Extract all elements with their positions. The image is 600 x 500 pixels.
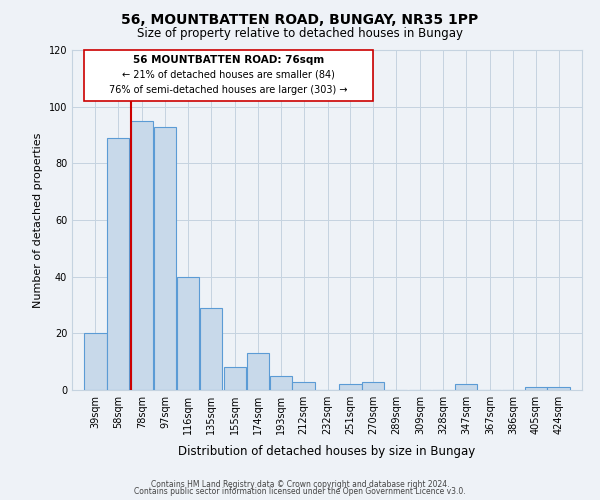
Bar xyxy=(131,121,154,390)
Text: 76% of semi-detached houses are larger (303) →: 76% of semi-detached houses are larger (… xyxy=(109,84,348,94)
Bar xyxy=(200,308,222,390)
Bar xyxy=(455,384,477,390)
Bar xyxy=(340,384,362,390)
Bar xyxy=(224,368,246,390)
Bar xyxy=(524,387,547,390)
Bar xyxy=(292,382,314,390)
Bar xyxy=(247,353,269,390)
Text: 56 MOUNTBATTEN ROAD: 76sqm: 56 MOUNTBATTEN ROAD: 76sqm xyxy=(133,55,324,65)
Text: Size of property relative to detached houses in Bungay: Size of property relative to detached ho… xyxy=(137,28,463,40)
Bar xyxy=(362,382,385,390)
Bar xyxy=(107,138,130,390)
Bar xyxy=(84,334,107,390)
Bar xyxy=(154,126,176,390)
Bar xyxy=(177,276,199,390)
Text: ← 21% of detached houses are smaller (84): ← 21% of detached houses are smaller (84… xyxy=(122,69,335,79)
Bar xyxy=(269,376,292,390)
Text: Contains public sector information licensed under the Open Government Licence v3: Contains public sector information licen… xyxy=(134,487,466,496)
Y-axis label: Number of detached properties: Number of detached properties xyxy=(33,132,43,308)
X-axis label: Distribution of detached houses by size in Bungay: Distribution of detached houses by size … xyxy=(178,446,476,458)
Text: 56, MOUNTBATTEN ROAD, BUNGAY, NR35 1PP: 56, MOUNTBATTEN ROAD, BUNGAY, NR35 1PP xyxy=(121,12,479,26)
Text: Contains HM Land Registry data © Crown copyright and database right 2024.: Contains HM Land Registry data © Crown c… xyxy=(151,480,449,489)
Bar xyxy=(547,387,570,390)
FancyBboxPatch shape xyxy=(84,50,373,101)
